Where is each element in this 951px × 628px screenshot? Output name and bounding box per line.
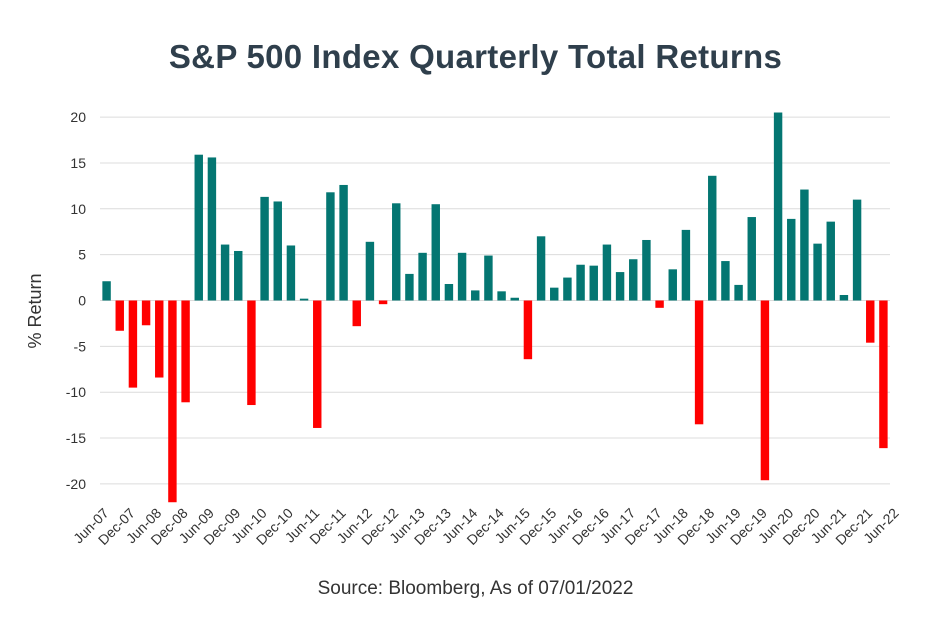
bar-Mar-08: [141, 300, 151, 326]
x-axis-ticks: Jun-07Dec-07Jun-08Dec-08Jun-09Dec-09Jun-…: [70, 505, 902, 548]
y-tick-label: 10: [70, 201, 86, 217]
y-tick-label: -15: [66, 430, 86, 446]
bar-Sep-12: [378, 300, 388, 305]
bar-Sep-18: [694, 300, 704, 425]
bar-Jun-07: [102, 281, 111, 301]
bar-Dec-13: [444, 283, 454, 301]
bar-Jun-16: [576, 264, 585, 301]
y-tick-label: -20: [66, 476, 86, 492]
bar-Sep-09: [220, 244, 230, 301]
bar-Jun-19: [734, 284, 743, 301]
bar-Dec-21: [866, 300, 875, 343]
bar-Mar-11: [299, 298, 309, 301]
bar-Dec-07: [128, 300, 138, 388]
y-tick-label: -5: [74, 338, 87, 354]
bar-Dec-11: [339, 184, 348, 301]
bar-Mar-10: [247, 300, 256, 406]
bar-Dec-09: [234, 250, 243, 301]
bars: [102, 112, 888, 503]
bar-Mar-20: [773, 112, 783, 301]
bar-Jun-17: [629, 259, 638, 301]
bar-Sep-19: [747, 217, 756, 301]
bar-Mar-22: [879, 300, 888, 449]
bar-Dec-20: [813, 243, 822, 301]
bar-Dec-16: [602, 244, 612, 301]
source-note: Source: Bloomberg, As of 07/01/2022: [317, 578, 634, 599]
bar-Dec-15: [550, 287, 559, 301]
bar-Dec-12: [392, 203, 401, 301]
bar-Sep-14: [484, 255, 493, 301]
bar-Jun-12: [365, 241, 375, 301]
bar-Mar-21: [826, 221, 835, 301]
bar-Mar-14: [457, 252, 467, 301]
bar-Jun-13: [418, 252, 427, 301]
bar-Sep-11: [326, 192, 335, 301]
bar-Sep-21: [852, 199, 862, 301]
y-tick-label: 15: [70, 155, 86, 171]
bar-Mar-19: [721, 261, 730, 301]
y-axis-ticks: 20 15 10 5 0 -5 -10 -15 -20: [66, 109, 86, 492]
bar-Jun-20: [787, 218, 796, 301]
bar-Jun-21: [839, 294, 849, 301]
chart-title: S&P 500 Index Quarterly Total Returns: [168, 38, 783, 75]
bar-Jun-15: [523, 300, 533, 360]
bar-Mar-13: [405, 273, 414, 301]
bar-Mar-09: [194, 154, 203, 301]
y-tick-label: 0: [78, 293, 86, 309]
bar-Dec-19: [760, 300, 770, 481]
bar-Sep-20: [800, 189, 809, 301]
gridlines: [100, 116, 890, 485]
bar-Jun-14: [471, 290, 480, 301]
bar-Sep-07: [115, 300, 124, 331]
bar-Sep-08: [168, 300, 177, 503]
bar-Sep-16: [589, 265, 598, 301]
bar-Dec-14: [497, 291, 506, 301]
y-tick-label: 5: [78, 247, 86, 263]
bar-Sep-13: [431, 204, 440, 301]
bar-Sep-17: [642, 239, 651, 301]
bar-Dec-10: [286, 245, 296, 301]
bar-Jun-11: [313, 300, 322, 428]
bar-Mar-12: [352, 300, 361, 327]
y-tick-label: 20: [70, 109, 86, 125]
bar-Jun-09: [207, 157, 217, 301]
y-tick-label: -10: [66, 384, 86, 400]
bar-Dec-17: [655, 300, 664, 308]
bar-Mar-18: [668, 269, 677, 301]
bar-Jun-18: [681, 229, 691, 301]
bar-Dec-18: [708, 175, 717, 301]
bar-Dec-08: [181, 300, 190, 403]
bar-Mar-15: [510, 297, 519, 301]
bar-Jun-10: [260, 196, 269, 301]
bar-Jun-08: [155, 300, 164, 378]
bar-Sep-10: [273, 201, 282, 301]
bar-Mar-17: [615, 272, 625, 301]
bar-Sep-15: [536, 236, 546, 301]
bar-Mar-16: [563, 277, 572, 301]
y-axis-label: % Return: [25, 273, 45, 348]
